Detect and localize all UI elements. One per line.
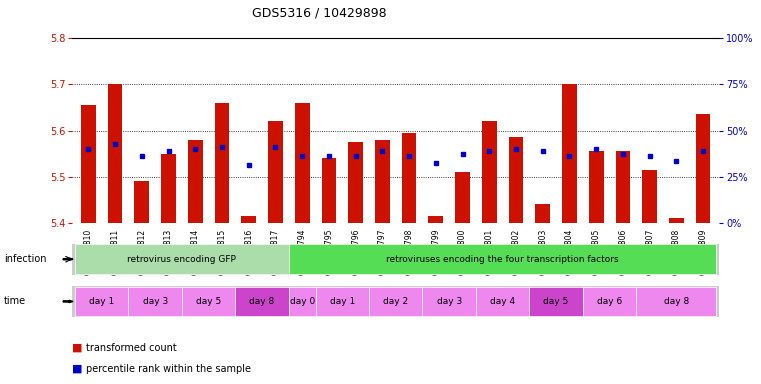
Text: percentile rank within the sample: percentile rank within the sample <box>86 364 251 374</box>
Bar <box>562 84 577 223</box>
Bar <box>696 114 711 223</box>
Bar <box>636 287 716 316</box>
Text: day 8: day 8 <box>250 297 275 306</box>
Bar <box>241 216 256 223</box>
Bar <box>188 140 202 223</box>
Text: day 4: day 4 <box>490 297 515 306</box>
Bar <box>455 172 470 223</box>
Text: transformed count: transformed count <box>86 343 177 353</box>
Bar <box>182 287 235 316</box>
Text: day 1: day 1 <box>89 297 114 306</box>
Bar <box>289 245 716 274</box>
Bar <box>536 204 550 223</box>
Bar <box>135 181 149 223</box>
Bar <box>508 137 524 223</box>
Bar <box>289 287 316 316</box>
Bar <box>75 245 289 274</box>
Text: day 5: day 5 <box>543 297 568 306</box>
Bar <box>235 287 289 316</box>
Text: day 5: day 5 <box>196 297 221 306</box>
Text: time: time <box>4 296 26 306</box>
Bar <box>129 287 182 316</box>
Bar <box>316 287 369 316</box>
Bar <box>75 287 129 316</box>
Bar <box>530 287 583 316</box>
Bar <box>616 151 630 223</box>
Bar <box>108 84 123 223</box>
Text: ■: ■ <box>72 343 83 353</box>
Bar <box>215 103 229 223</box>
Bar <box>322 158 336 223</box>
Bar <box>583 287 636 316</box>
Bar <box>295 103 310 223</box>
Text: ■: ■ <box>72 364 83 374</box>
Bar <box>589 151 603 223</box>
Text: day 2: day 2 <box>383 297 409 306</box>
Bar <box>428 216 443 223</box>
Bar <box>349 142 363 223</box>
Bar <box>375 140 390 223</box>
Bar <box>268 121 283 223</box>
Bar <box>369 287 422 316</box>
Bar <box>422 287 476 316</box>
Bar <box>482 121 497 223</box>
Text: day 3: day 3 <box>142 297 167 306</box>
Bar <box>81 105 96 223</box>
Text: GDS5316 / 10429898: GDS5316 / 10429898 <box>253 6 387 19</box>
Text: day 8: day 8 <box>664 297 689 306</box>
Bar <box>161 154 176 223</box>
Bar <box>402 133 416 223</box>
Text: day 1: day 1 <box>330 297 355 306</box>
Text: retrovirus encoding GFP: retrovirus encoding GFP <box>127 255 237 264</box>
Text: infection: infection <box>4 254 46 264</box>
Text: day 0: day 0 <box>289 297 315 306</box>
Text: day 6: day 6 <box>597 297 622 306</box>
Bar <box>669 218 683 223</box>
Text: retroviruses encoding the four transcription factors: retroviruses encoding the four transcrip… <box>387 255 619 264</box>
Text: day 3: day 3 <box>437 297 462 306</box>
Bar <box>476 287 530 316</box>
Bar <box>642 170 657 223</box>
